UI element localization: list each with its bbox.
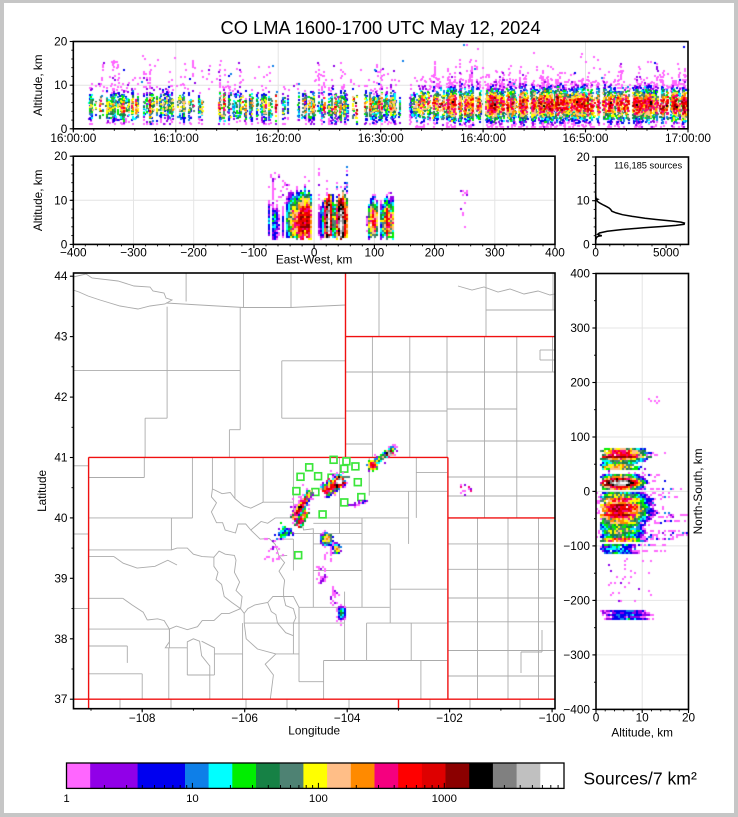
svg-text:Longitude: Longitude: [288, 724, 340, 738]
svg-text:39: 39: [54, 571, 67, 585]
svg-text:40: 40: [54, 511, 68, 525]
svg-text:16:10:00: 16:10:00: [153, 131, 199, 145]
svg-text:−104: −104: [334, 711, 361, 725]
svg-text:−100: −100: [241, 245, 268, 259]
svg-text:200: 200: [425, 245, 445, 259]
svg-text:North-South, km: North-South, km: [691, 448, 705, 534]
svg-text:Altitude, km: Altitude, km: [31, 54, 45, 116]
svg-text:10: 10: [577, 194, 591, 208]
svg-text:10: 10: [636, 710, 650, 724]
svg-text:−200: −200: [563, 593, 590, 607]
svg-text:100: 100: [365, 245, 385, 259]
svg-text:116,185 sources: 116,185 sources: [614, 161, 682, 171]
svg-text:20: 20: [577, 150, 591, 164]
svg-text:300: 300: [570, 321, 590, 335]
svg-text:Altitude, km: Altitude, km: [31, 169, 45, 231]
svg-text:100: 100: [570, 430, 590, 444]
svg-text:400: 400: [570, 267, 590, 281]
svg-text:0: 0: [61, 237, 68, 251]
svg-text:−200: −200: [180, 245, 207, 259]
svg-text:10: 10: [186, 793, 199, 805]
svg-text:16:50:00: 16:50:00: [563, 131, 609, 145]
svg-text:−300: −300: [563, 648, 590, 662]
svg-text:17:00:00: 17:00:00: [665, 131, 711, 145]
svg-text:41: 41: [54, 451, 67, 465]
svg-text:0: 0: [593, 710, 600, 724]
svg-text:Sources/7 km²: Sources/7 km²: [583, 769, 697, 789]
svg-text:16:40:00: 16:40:00: [460, 131, 506, 145]
svg-text:20: 20: [54, 149, 68, 163]
svg-text:20: 20: [54, 35, 68, 49]
svg-text:0: 0: [583, 237, 590, 251]
svg-text:16:00:00: 16:00:00: [50, 131, 96, 145]
svg-text:43: 43: [54, 330, 68, 344]
svg-text:−100: −100: [539, 711, 566, 725]
svg-text:CO LMA 1600-1700 UTC May 12, 2: CO LMA 1600-1700 UTC May 12, 2024: [221, 17, 541, 38]
svg-text:−400: −400: [563, 702, 590, 716]
svg-text:100: 100: [309, 793, 328, 805]
svg-text:38: 38: [54, 632, 68, 646]
svg-text:10: 10: [54, 193, 68, 207]
svg-text:−400: −400: [60, 245, 87, 259]
svg-text:Latitude: Latitude: [35, 469, 49, 511]
svg-text:1000: 1000: [432, 793, 457, 805]
svg-text:East-West, km: East-West, km: [276, 253, 353, 267]
svg-text:0: 0: [311, 245, 318, 259]
svg-text:−108: −108: [129, 711, 156, 725]
svg-text:−102: −102: [436, 711, 463, 725]
svg-text:0: 0: [592, 245, 599, 259]
svg-text:400: 400: [545, 245, 565, 259]
svg-text:37: 37: [54, 692, 67, 706]
svg-text:44: 44: [54, 269, 68, 283]
svg-text:0: 0: [61, 122, 68, 136]
svg-text:−100: −100: [563, 539, 590, 553]
svg-text:42: 42: [54, 390, 67, 404]
svg-text:0: 0: [583, 484, 590, 498]
svg-text:Altitude, km: Altitude, km: [611, 726, 673, 740]
svg-text:−300: −300: [120, 245, 147, 259]
svg-text:20: 20: [682, 710, 696, 724]
svg-text:10: 10: [54, 78, 68, 92]
svg-text:300: 300: [485, 245, 505, 259]
svg-text:5000: 5000: [653, 245, 680, 259]
svg-text:1: 1: [63, 793, 69, 805]
svg-text:200: 200: [570, 376, 590, 390]
svg-text:16:30:00: 16:30:00: [358, 131, 404, 145]
svg-text:16:20:00: 16:20:00: [255, 131, 301, 145]
svg-text:−106: −106: [231, 711, 258, 725]
